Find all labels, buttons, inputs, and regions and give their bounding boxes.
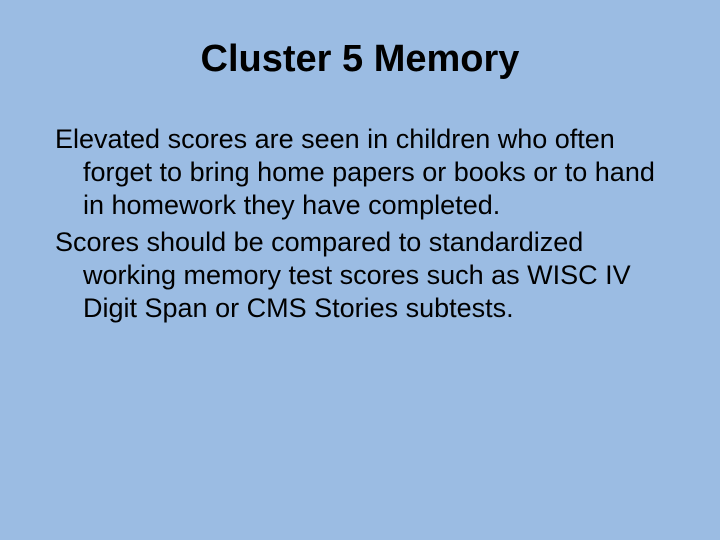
paragraph-2: Scores should be compared to standardize…: [55, 226, 665, 325]
slide-body: Elevated scores are seen in children who…: [55, 123, 665, 325]
paragraph-1: Elevated scores are seen in children who…: [55, 123, 665, 222]
slide-container: Cluster 5 Memory Elevated scores are see…: [0, 0, 720, 540]
slide-title: Cluster 5 Memory: [55, 38, 665, 81]
